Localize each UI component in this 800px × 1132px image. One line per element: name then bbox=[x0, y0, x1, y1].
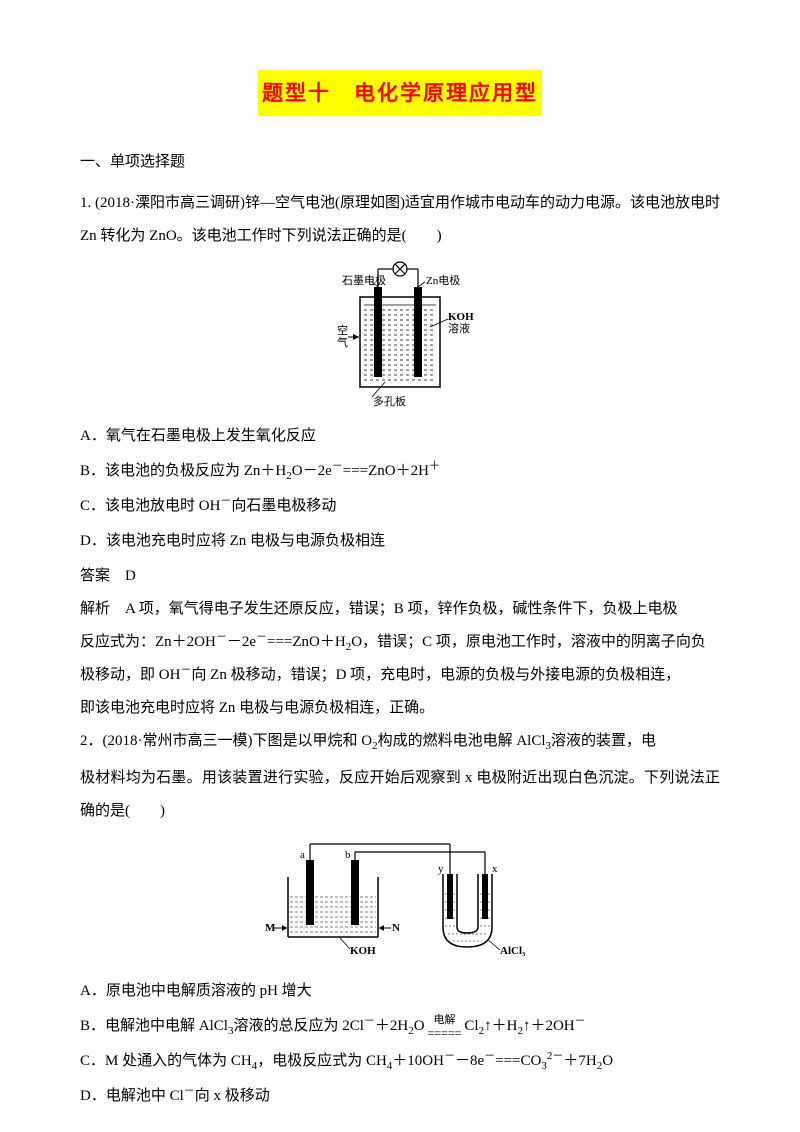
q1-text: 1. (2018·溧阳市高三调研)锌—空气电池(原理如图)适宜用作城市电动车的动… bbox=[80, 187, 720, 253]
label-solution: 溶液 bbox=[448, 321, 470, 335]
q1-expl-2: 反应式为：Zn＋2OH－－2e－===ZnO＋H2O，错误；C 项，原电池工作时… bbox=[80, 626, 720, 659]
label-n: N bbox=[392, 922, 400, 934]
q2-option-d: D．电解池中 Cl－向 x 极移动 bbox=[80, 1080, 720, 1113]
label-a: a bbox=[300, 849, 305, 861]
q1-option-c: C．该电池放电时 OH－向石墨电极移动 bbox=[80, 490, 720, 523]
battery-diagram-svg: 石墨电极 Zn电极 空 气 bbox=[300, 257, 500, 407]
label-koh: KOH bbox=[448, 311, 474, 323]
q1-figure: 石墨电极 Zn电极 空 气 bbox=[80, 257, 720, 420]
q2-option-c: C．M 处通入的气体为 CH4，电极反应式为 CH4＋10OH－－8e－===C… bbox=[80, 1045, 720, 1078]
q1-expl-1: 解析 A 项，氧气得电子发生还原反应，错误；B 项，锌作负极，碱性条件下，负极上… bbox=[80, 593, 720, 626]
q1-option-b: B．该电池的负极反应为 Zn＋H2O－2e－===ZnO＋2H＋ bbox=[80, 455, 720, 488]
label-air-2: 气 bbox=[337, 335, 348, 349]
label-x: x bbox=[492, 863, 498, 875]
q2-text-2: 极材料均为石墨。用该装置进行实验，反应开始后观察到 x 电极附近出现白色沉淀。下… bbox=[80, 762, 720, 828]
q2-option-b: B．电解池中电解 AlCl3溶液的总反应为 2Cl－＋2H2O电解=====Cl… bbox=[80, 1010, 720, 1043]
label-graphite: 石墨电极 bbox=[342, 273, 386, 287]
q1-option-a: A．氧气在石墨电极上发生氧化反应 bbox=[80, 420, 720, 453]
label-y: y bbox=[438, 863, 444, 875]
label-air-1: 空 bbox=[337, 323, 348, 337]
label-koh2: KOH bbox=[350, 945, 376, 957]
label-zn: Zn电极 bbox=[426, 273, 460, 287]
q2-text-1: 2．(2018·常州市高三一模)下图是以甲烷和 O2构成的燃料电池电解 AlCl… bbox=[80, 725, 720, 758]
q1-option-d: D．该电池充电时应将 Zn 电极与电源负极相连 bbox=[80, 525, 720, 558]
electrolysis-diagram-svg: a b M N KOH y bbox=[260, 832, 540, 962]
page-title: 题型十 电化学原理应用型 bbox=[258, 70, 542, 116]
q2-figure: a b M N KOH y bbox=[80, 832, 720, 975]
label-alcl3: AlCl₃ bbox=[500, 945, 526, 957]
q1-answer: 答案 D bbox=[80, 560, 720, 593]
q1-expl-4: 即该电池充电时应将 Zn 电极与电源负极相连，正确。 bbox=[80, 692, 720, 725]
label-b: b bbox=[345, 849, 351, 861]
q2-option-a: A．原电池中电解质溶液的 pH 增大 bbox=[80, 975, 720, 1008]
label-plate: 多孔板 bbox=[373, 394, 406, 407]
section-heading: 一、单项选择题 bbox=[80, 146, 720, 179]
title-container: 题型十 电化学原理应用型 bbox=[80, 70, 720, 116]
q1-expl-3: 极移动，即 OH－向 Zn 极移动，错误；D 项，充电时，电源的负极与外接电源的… bbox=[80, 659, 720, 692]
